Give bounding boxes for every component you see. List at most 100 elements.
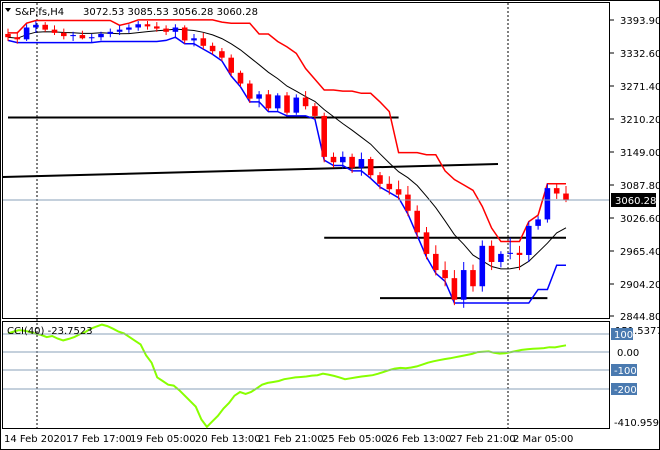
candle-body (228, 57, 234, 73)
current-price-tag: 3060.28 (611, 193, 656, 207)
candle-body (349, 156, 355, 168)
candle-body (553, 188, 560, 194)
cci-level-tags: 100 0.00 -100 -200 (611, 328, 639, 396)
time-axis[interactable]: 14 Feb 2020 17 Feb 17:00 19 Feb 05:00 20… (4, 434, 573, 445)
lower-band (7, 36, 566, 304)
symbol-label: S&P,fs,H4 (15, 7, 64, 18)
candle-body (470, 270, 476, 287)
candle-body (293, 97, 300, 113)
time-tick: 26 Feb 13:00 (386, 434, 452, 445)
price-tick: 3271.40 (620, 82, 660, 93)
horizontal-levels (2, 116, 566, 300)
candle-body (14, 37, 21, 40)
candle-body (247, 83, 253, 99)
candle-body (51, 29, 58, 33)
candle-body (154, 26, 160, 29)
ohlc-label: 3072.53 3085.53 3056.28 3060.28 (83, 7, 258, 18)
candle-body (107, 31, 114, 34)
candle-body (98, 33, 104, 38)
candle-body (405, 194, 411, 211)
candle-body (488, 245, 495, 262)
dropdown-triangle-icon[interactable] (5, 8, 11, 12)
candle-body (126, 27, 132, 30)
price-tick: 3393.90 (620, 16, 660, 27)
candle-body (321, 115, 327, 157)
svg-text:100: 100 (614, 330, 633, 341)
candle-body (563, 193, 569, 200)
candle-body (442, 270, 448, 279)
cci-panel[interactable] (2, 321, 610, 429)
candle-body (144, 24, 151, 27)
cci-min: -410.9597 (614, 418, 660, 429)
candle-body (284, 95, 290, 113)
candle-body (219, 51, 225, 58)
candle-body (88, 37, 95, 39)
candle-body (526, 225, 532, 255)
candle-body (33, 24, 39, 28)
candles (5, 21, 569, 308)
svg-text:-200: -200 (614, 385, 637, 396)
candle-body (386, 183, 393, 190)
cci-levels (3, 333, 609, 390)
cci-series (7, 323, 567, 429)
candle-body (23, 27, 30, 40)
time-tick: 20 Feb 13:00 (195, 434, 261, 445)
price-axis[interactable]: 3393.90 3332.60 3271.40 3210.20 3149.00 … (610, 16, 660, 323)
cci-max: 151.5377 (615, 326, 660, 337)
candle-body (358, 159, 365, 168)
candle-body (312, 106, 318, 116)
candle-body (451, 278, 458, 300)
candle-body (172, 27, 179, 32)
time-tick: 21 Feb 21:00 (258, 434, 324, 445)
candle-body (116, 29, 123, 32)
candle-body (70, 35, 76, 37)
candle-body (265, 94, 272, 109)
price-tick: 3149.00 (620, 148, 660, 159)
price-tick: 2844.80 (620, 312, 660, 323)
candle-body (507, 252, 513, 254)
svg-text:0.00: 0.00 (617, 348, 639, 359)
candle-body (423, 232, 430, 254)
candle-body (377, 175, 383, 184)
candle-body (460, 270, 467, 300)
candle-body (367, 159, 374, 176)
time-tick: 2 Mar 05:00 (513, 434, 573, 445)
time-tick: 14 Feb 2020 (4, 434, 66, 445)
candle-body (135, 24, 141, 28)
price-tick: 2904.20 (620, 280, 660, 291)
candle-body (433, 253, 439, 271)
price-tick: 3026.60 (620, 214, 660, 225)
price-tick: 3210.20 (620, 115, 660, 126)
candle-body (79, 35, 86, 39)
session-separators (36, 3, 509, 428)
candle-body (535, 219, 541, 226)
candle-body (414, 210, 420, 233)
time-tick: 17 Feb 17:00 (66, 434, 132, 445)
time-tick: 27 Feb 21:00 (450, 434, 516, 445)
svg-text:-100: -100 (614, 366, 637, 377)
candle-body (516, 252, 523, 255)
candle-body (181, 27, 188, 41)
candle-body (5, 33, 11, 38)
candle-body (302, 97, 309, 107)
candle-body (340, 156, 346, 163)
candle-body (274, 95, 281, 109)
candle-body (498, 253, 504, 262)
current-price: 3060.28 (615, 196, 656, 207)
price-panel[interactable] (2, 2, 610, 319)
candle-body (191, 38, 197, 41)
candle-body (395, 189, 402, 195)
candle-body (200, 38, 207, 46)
candle-body (209, 45, 216, 52)
candle-body (256, 94, 262, 99)
time-tick: 19 Feb 05:00 (130, 434, 196, 445)
cci-line (7, 323, 567, 429)
cci-label: CCI(40) -23.7523 (7, 326, 93, 337)
candle-body (42, 24, 48, 30)
price-tick: 2965.40 (620, 247, 660, 258)
price-tick: 3087.80 (620, 181, 660, 192)
upper-band (8, 19, 566, 243)
candle-body (237, 72, 244, 84)
